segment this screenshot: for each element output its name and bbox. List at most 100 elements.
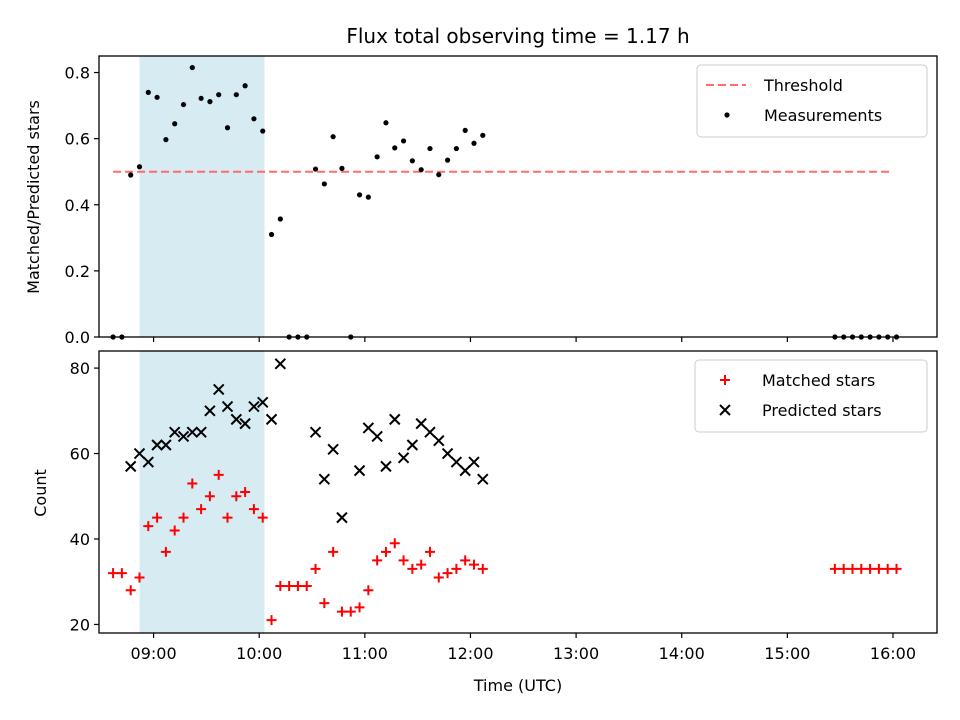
matched-stars-point xyxy=(424,546,435,557)
predicted-stars-point xyxy=(318,473,331,485)
matched-stars-point xyxy=(442,568,453,579)
count-x-tick-label: 09:00 xyxy=(131,644,177,663)
measurement-point xyxy=(242,83,248,89)
matched-stars-point xyxy=(398,555,409,566)
measurement-point xyxy=(374,154,380,160)
matched-stars-point xyxy=(196,504,207,515)
ratio-legend: Threshold Measurements xyxy=(696,64,928,138)
matched-stars-point xyxy=(354,602,365,613)
count-panel: Count Time (UTC) 20 40 60 80 09:00 10:00 11:00… xyxy=(31,350,938,695)
predicted-stars-point xyxy=(389,413,401,426)
matched-stars-point xyxy=(275,581,286,591)
matched-stars-point xyxy=(891,563,902,574)
ratio-shaded-span xyxy=(139,56,265,337)
measurement-point xyxy=(339,165,345,171)
ratio-y-tick-label: 0.8 xyxy=(65,64,90,83)
ratio-panel: Matched/Predicted stars 0.0 0.2 0.4 0.6 0.8 T… xyxy=(24,55,938,347)
predicted-stars-point xyxy=(371,430,383,443)
matched-stars-point xyxy=(451,563,462,574)
measurement-point xyxy=(172,121,178,127)
ratio-y-axis-label: Matched/Predicted stars xyxy=(24,100,43,294)
measurement-point xyxy=(444,157,451,163)
matched-stars-point xyxy=(248,504,259,515)
matched-stars-point xyxy=(143,521,154,532)
predicted-stars-point xyxy=(151,439,163,451)
measurement-point xyxy=(409,158,415,164)
predicted-stars-point xyxy=(362,422,375,434)
matched-stars-point xyxy=(169,525,180,536)
count-x-tick-label: 12:00 xyxy=(447,644,493,663)
legend-predicted-stars-swatch xyxy=(719,404,731,416)
measurement-point xyxy=(268,231,275,238)
count-x-tick-label: 11:00 xyxy=(342,644,388,663)
matched-stars-point xyxy=(319,598,330,609)
matched-stars-point xyxy=(407,563,418,574)
matched-stars-point xyxy=(116,568,127,579)
predicted-stars-point xyxy=(327,443,339,455)
measurement-point xyxy=(224,125,231,131)
predicted-stars-point xyxy=(142,456,155,468)
matched-stars-point xyxy=(433,572,444,583)
predicted-stars-point xyxy=(406,439,419,451)
measurement-point xyxy=(277,216,283,222)
matched-stars-point xyxy=(204,491,215,502)
matched-stars-point xyxy=(160,546,171,557)
matched-stars-point xyxy=(363,585,374,596)
matched-stars-point xyxy=(187,478,198,489)
predicted-stars-point xyxy=(353,464,366,477)
predicted-stars-point xyxy=(265,413,278,426)
predicted-stars-point xyxy=(433,435,445,447)
predicted-stars-point xyxy=(168,426,181,438)
measurement-point xyxy=(453,145,459,152)
ratio-y-tick-label: 0.2 xyxy=(65,262,90,281)
count-legend-box xyxy=(694,359,928,433)
legend-label: Threshold xyxy=(763,76,843,95)
count-axes-frame xyxy=(98,350,938,634)
predicted-stars-point xyxy=(248,400,260,413)
count-y-tick-label: 40 xyxy=(70,530,90,549)
measurement-point xyxy=(145,89,151,95)
measurement-point xyxy=(154,94,160,100)
count-y-tick-label: 20 xyxy=(70,615,90,634)
matched-stars-point xyxy=(829,563,840,574)
measurement-point xyxy=(356,192,363,198)
count-x-tick-label: 16:00 xyxy=(870,644,916,663)
predicted-stars-point xyxy=(230,413,243,426)
predicted-stars-point xyxy=(415,417,427,430)
matched-stars-point xyxy=(301,581,312,591)
predicted-stars-point xyxy=(213,383,225,396)
predicted-stars-point xyxy=(133,447,146,460)
matched-stars-point xyxy=(873,563,884,574)
predicted-stars-point xyxy=(257,396,269,408)
x-axis-label: Time (UTC) xyxy=(473,676,562,695)
measurement-point xyxy=(163,137,169,143)
legend-label: Predicted stars xyxy=(762,401,882,420)
measurement-point xyxy=(418,167,424,173)
matched-stars-point xyxy=(468,559,479,570)
measurement-point xyxy=(207,99,213,105)
matched-stars-point xyxy=(345,606,356,617)
matched-stars-point xyxy=(847,563,858,574)
matched-stars-point xyxy=(231,491,242,502)
ratio-y-tick-label: 0.4 xyxy=(65,196,90,215)
predicted-stars-point xyxy=(459,464,471,477)
predicted-stars-point xyxy=(186,426,199,438)
legend-label: Matched stars xyxy=(762,371,875,390)
matched-stars-point xyxy=(178,512,189,523)
matched-stars-point xyxy=(865,563,876,574)
measurement-point xyxy=(330,134,336,140)
measurement-point xyxy=(128,172,134,178)
predicted-stars-point xyxy=(177,430,190,443)
count-x-tick-label: 15:00 xyxy=(764,644,810,663)
matched-stars-point xyxy=(310,563,321,574)
predicted-stars-point xyxy=(336,511,348,524)
matched-stars-point xyxy=(257,512,268,523)
measurement-point xyxy=(462,127,468,133)
measurement-point xyxy=(189,64,195,71)
measurement-point xyxy=(233,92,239,98)
count-y-axis-label: Count xyxy=(31,469,50,517)
measurement-point xyxy=(312,166,319,172)
matched-stars-point xyxy=(266,615,277,626)
predicted-stars-point xyxy=(309,426,322,438)
